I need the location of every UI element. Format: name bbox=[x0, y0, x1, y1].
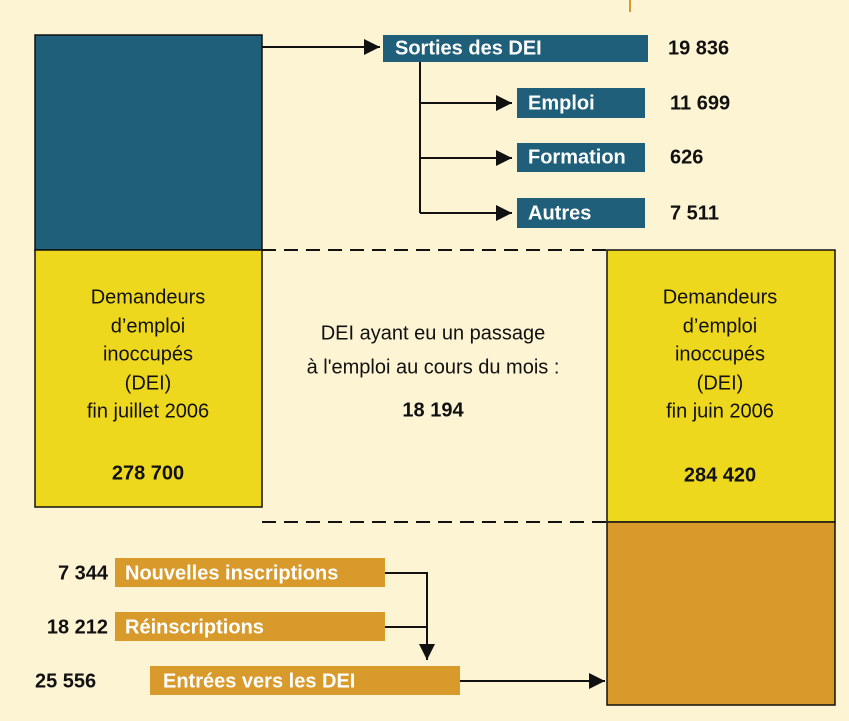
value: 278 700 bbox=[112, 462, 184, 484]
label-box bbox=[517, 88, 645, 118]
label: Formation bbox=[528, 146, 626, 168]
right-box-bottom bbox=[606, 521, 836, 706]
label: Nouvelles inscriptions bbox=[125, 562, 338, 584]
text: Demandeurs bbox=[663, 286, 778, 308]
label-box bbox=[150, 666, 460, 695]
text: d’emploi bbox=[683, 315, 757, 337]
label: Emploi bbox=[528, 92, 595, 114]
right-box bbox=[606, 249, 836, 523]
value: 7 344 bbox=[58, 562, 109, 584]
label-box bbox=[517, 143, 645, 172]
text: à l'emploi au cours du mois : bbox=[307, 356, 560, 378]
text: (DEI) bbox=[697, 372, 744, 394]
value: 626 bbox=[670, 146, 703, 168]
label: Réinscriptions bbox=[125, 616, 264, 638]
text: DEI ayant eu un passage bbox=[321, 322, 546, 344]
text: (DEI) bbox=[125, 372, 172, 394]
label-box bbox=[115, 558, 385, 587]
value: 18 194 bbox=[402, 399, 464, 421]
label-box bbox=[383, 35, 648, 62]
text: fin juillet 2006 bbox=[87, 400, 209, 422]
value: 25 556 bbox=[35, 670, 96, 692]
value: 284 420 bbox=[684, 464, 756, 486]
value: 18 212 bbox=[47, 616, 108, 638]
text: fin juin 2006 bbox=[666, 400, 774, 422]
left-box bbox=[34, 249, 263, 508]
text: Demandeurs bbox=[91, 286, 206, 308]
value: 7 511 bbox=[670, 202, 719, 224]
label-box bbox=[517, 198, 645, 228]
text: inoccupés bbox=[675, 343, 765, 365]
value: 19 836 bbox=[668, 37, 729, 59]
label: Autres bbox=[528, 202, 591, 224]
left-box-top bbox=[34, 34, 263, 251]
arrow bbox=[385, 572, 435, 660]
label: Entrées vers les DEI bbox=[163, 670, 355, 692]
text: inoccupés bbox=[103, 343, 193, 365]
value: 11 699 bbox=[670, 92, 730, 114]
label: Sorties des DEI bbox=[395, 37, 542, 59]
label-box bbox=[115, 612, 385, 641]
text: d’emploi bbox=[111, 315, 185, 337]
